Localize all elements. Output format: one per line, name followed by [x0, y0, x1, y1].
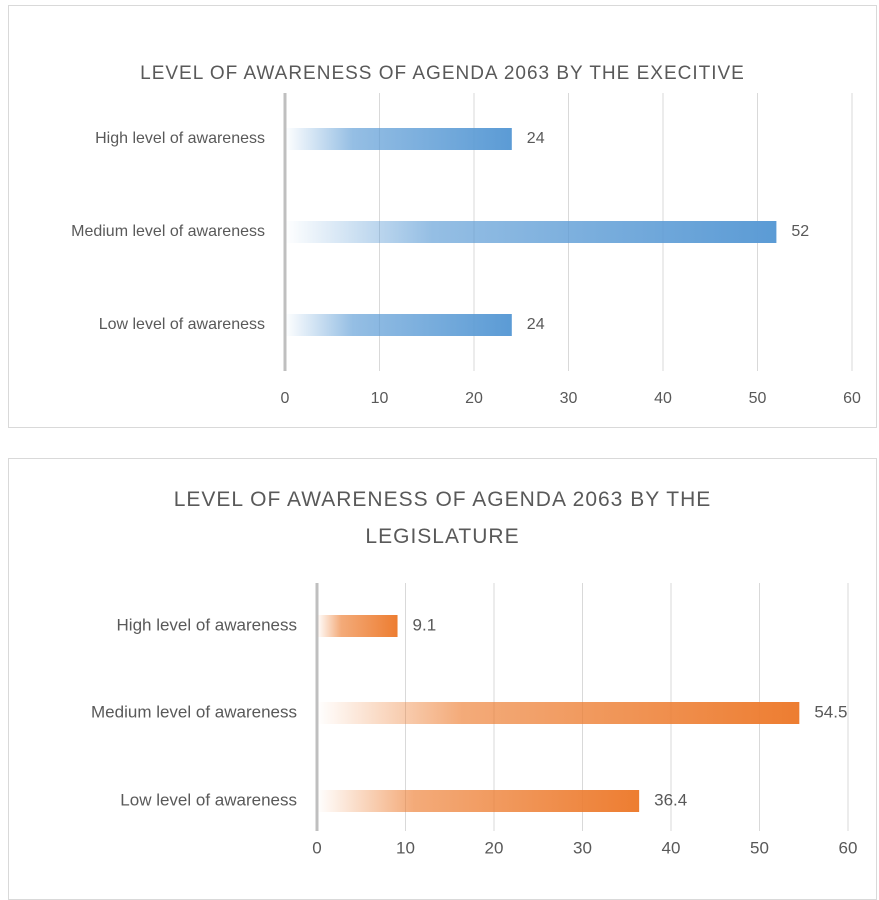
y-tick-label: High level of awareness: [117, 615, 297, 634]
x-tick-label: 40: [654, 390, 672, 407]
y-tick-label: Low level of awareness: [120, 790, 297, 809]
x-tick-label: 60: [843, 390, 861, 407]
y-tick-label: Medium level of awareness: [71, 223, 265, 240]
data-label: 52: [791, 223, 809, 240]
x-tick-label: 10: [396, 838, 415, 857]
chart: 0 10 20 30 40 50 60 High level of awareness 9.1 M…: [91, 583, 858, 857]
y-tick-label: Low level of awareness: [99, 316, 265, 333]
bar: [317, 790, 640, 812]
data-label: 36.4: [654, 790, 687, 809]
chart: 0 10 20 30 40 50 60 High level of awareness 24 Me…: [71, 93, 861, 407]
chart-title: LEVEL OF AWARENESS OF AGENDA 2063 BY THE…: [173, 488, 712, 548]
chart-box: LEVEL OF AWARENESS OF AGENDA 2063 BY THE…: [8, 5, 877, 428]
x-tick-label: 10: [371, 390, 389, 407]
chart-title: LEVEL OF AWARENESS OF AGENDA 2063 BY THE…: [140, 63, 745, 84]
bar: [285, 314, 512, 336]
x-tick-label: 30: [573, 838, 592, 857]
x-tick-label: 0: [281, 390, 290, 407]
y-tick-label: High level of awareness: [95, 130, 265, 147]
data-label: 54.5: [814, 702, 847, 721]
data-label: 24: [527, 316, 545, 333]
bar: [285, 221, 777, 243]
bar: [285, 128, 512, 150]
data-label: 9.1: [413, 615, 437, 634]
x-tick-label: 20: [465, 390, 483, 407]
y-tick-label: Medium level of awareness: [91, 702, 297, 721]
bar: [317, 702, 800, 724]
x-tick-label: 60: [839, 838, 858, 857]
bar: [317, 615, 398, 637]
data-label: 24: [527, 130, 545, 147]
x-tick-label: 40: [662, 838, 681, 857]
chart-box: LEVEL OF AWARENESS OF AGENDA 2063 BY THE…: [8, 458, 877, 900]
x-tick-label: 30: [560, 390, 578, 407]
x-tick-label: 20: [485, 838, 504, 857]
x-tick-label: 50: [750, 838, 769, 857]
x-tick-label: 0: [312, 838, 321, 857]
x-tick-label: 50: [749, 390, 767, 407]
